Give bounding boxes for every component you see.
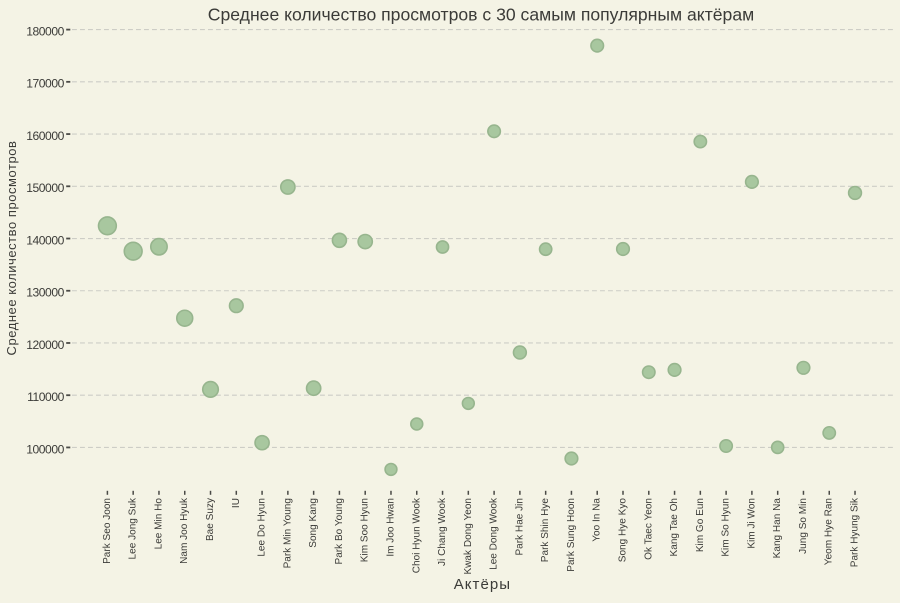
svg-text:Kang Han Na: Kang Han Na [772, 498, 783, 559]
svg-text:Im Joo Hwan: Im Joo Hwan [385, 498, 396, 557]
svg-text:Park Hyung Sik: Park Hyung Sik [850, 497, 861, 567]
svg-text:Nam Joo Hyuk: Nam Joo Hyuk [179, 497, 190, 564]
svg-text:Lee Do Hyun: Lee Do Hyun [257, 498, 268, 557]
svg-text:Среднее количество просмотров: Среднее количество просмотров с 30 самым… [208, 5, 754, 25]
svg-text:Song Kang: Song Kang [308, 498, 319, 548]
svg-text:160000: 160000 [26, 129, 64, 143]
svg-text:Ok Taec Yeon: Ok Taec Yeon [643, 498, 654, 560]
svg-text:Park Hae Jin: Park Hae Jin [514, 498, 525, 556]
svg-text:Park Bo Young: Park Bo Young [334, 498, 345, 564]
svg-text:170000: 170000 [26, 77, 64, 91]
svg-text:130000: 130000 [26, 286, 64, 300]
svg-text:Yeom Hye Ran: Yeom Hye Ran [824, 498, 835, 565]
svg-text:150000: 150000 [26, 181, 64, 195]
svg-text:Kang Tae Oh: Kang Tae Oh [669, 498, 680, 556]
svg-text:IU: IU [231, 498, 242, 508]
svg-text:110000: 110000 [27, 390, 64, 404]
svg-text:Ji Chang Wook: Ji Chang Wook [437, 497, 448, 566]
svg-text:140000: 140000 [26, 233, 64, 247]
svg-text:Bae Suzy: Bae Suzy [205, 498, 216, 541]
svg-text:Lee Dong Wook: Lee Dong Wook [489, 497, 500, 570]
svg-text:Lee Min Ho: Lee Min Ho [153, 498, 164, 550]
svg-text:Park Sung Hoon: Park Sung Hoon [566, 498, 577, 572]
svg-text:180000: 180000 [26, 25, 64, 39]
svg-text:100000: 100000 [26, 442, 64, 456]
svg-text:Choi Hyun Wook: Choi Hyun Wook [411, 497, 422, 573]
svg-text:Среднее количество просмотров: Среднее количество просмотров [4, 141, 19, 356]
svg-text:120000: 120000 [26, 338, 64, 352]
svg-text:Park Min Young: Park Min Young [282, 498, 293, 568]
svg-text:Kim Go Eun: Kim Go Eun [695, 498, 706, 552]
svg-text:Kim Soo Hyun: Kim Soo Hyun [360, 498, 371, 562]
svg-text:Yoo In Na: Yoo In Na [592, 498, 603, 542]
svg-text:Kim Ji Won: Kim Ji Won [746, 498, 757, 549]
svg-text:Kwak Dong Yeon: Kwak Dong Yeon [463, 498, 474, 575]
svg-text:Park Seo Joon: Park Seo Joon [102, 498, 113, 564]
svg-text:Song Hye Kyo: Song Hye Kyo [618, 498, 629, 563]
svg-text:Lee Jong Suk: Lee Jong Suk [128, 497, 139, 559]
svg-text:Актёры: Актёры [454, 576, 511, 593]
svg-text:Park Shin Hye: Park Shin Hye [540, 498, 551, 563]
svg-text:Jung So Min: Jung So Min [798, 498, 809, 554]
svg-text:Kim So Hyun: Kim So Hyun [721, 498, 732, 557]
